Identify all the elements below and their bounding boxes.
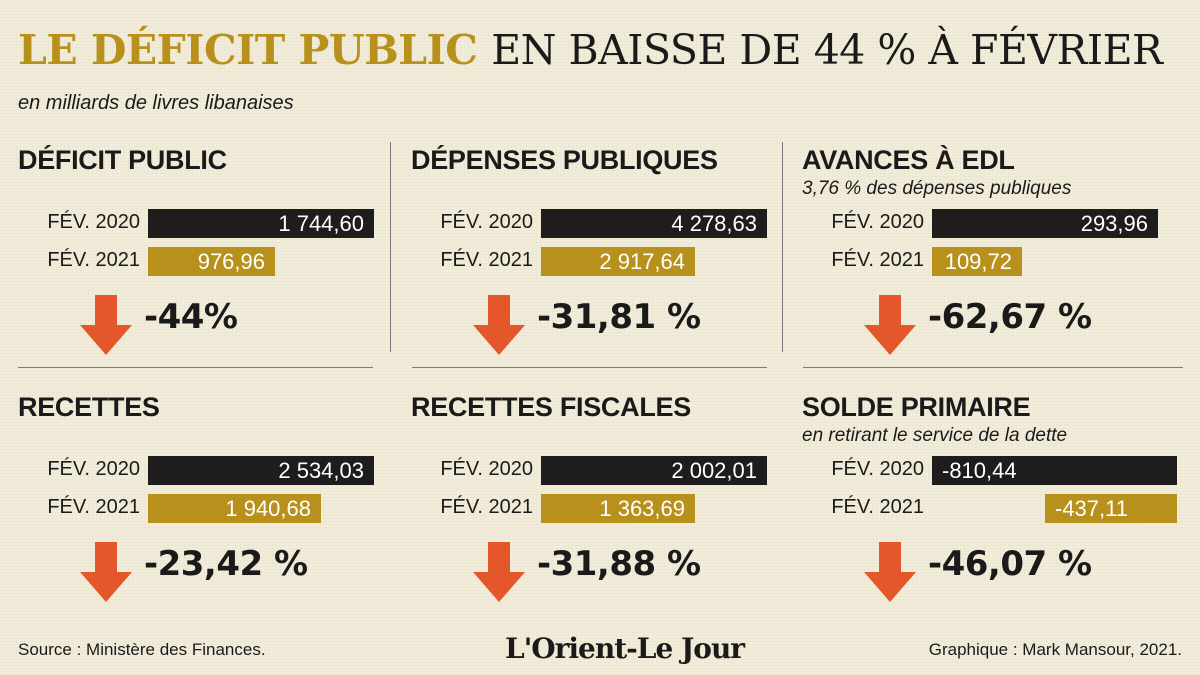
chart-panel: RECETTES FISCALES FÉV. 2020 2 002,01 FÉV. 2…	[411, 392, 801, 637]
chart-note: en retirant le service de la dette	[802, 425, 1068, 446]
data-label: 1 744,60	[278, 211, 364, 236]
bar: 976,96	[148, 247, 275, 276]
chart-title: DÉFICIT PUBLIC	[18, 145, 227, 175]
category-label: FÉV. 2020	[831, 211, 924, 233]
chart-note: 3,76 % des dépenses publiques	[802, 178, 1072, 199]
chart-title: SOLDE PRIMAIRE	[802, 392, 1031, 422]
category-label: FÉV. 2020	[831, 458, 924, 480]
bar: 293,96	[932, 209, 1158, 238]
arrow-down-icon	[80, 542, 132, 602]
arrow-down-icon	[80, 295, 132, 355]
category-label: FÉV. 2021	[831, 249, 924, 271]
change-percentage: -31,88 %	[537, 544, 701, 584]
bar: 1 744,60	[148, 209, 374, 238]
bar: 4 278,63	[541, 209, 767, 238]
data-label: 109,72	[944, 249, 1012, 274]
row-divider	[803, 367, 1183, 368]
bar: -437,11	[1045, 494, 1177, 523]
row-divider	[412, 367, 767, 368]
arrow-down-icon	[864, 542, 916, 602]
bar: 1 363,69	[541, 494, 695, 523]
data-label: 4 278,63	[671, 211, 757, 236]
newspaper-logo: L'Orient-Le Jour	[505, 632, 745, 665]
arrow-down-icon	[864, 295, 916, 355]
change-percentage: -46,07 %	[928, 544, 1092, 584]
category-label: FÉV. 2021	[440, 496, 533, 518]
chart-panel: DÉFICIT PUBLIC FÉV. 2020 1 744,60 FÉV. 2021…	[18, 145, 408, 390]
category-label: FÉV. 2021	[47, 496, 140, 518]
category-label: FÉV. 2020	[47, 211, 140, 233]
category-label: FÉV. 2021	[831, 496, 924, 518]
chart-title: RECETTES FISCALES	[411, 392, 691, 422]
bar: 2 002,01	[541, 456, 767, 485]
data-label: 976,96	[197, 249, 265, 274]
title-rest: EN BAISSE DE 44 % À FÉVRIER	[491, 26, 1163, 74]
page-title: LE DÉFICIT PUBLIC EN BAISSE DE 44 % À FÉ…	[18, 26, 1163, 74]
change-percentage: -23,42 %	[144, 544, 308, 584]
data-label: 1 940,68	[225, 496, 311, 521]
change-percentage: -44%	[144, 297, 238, 337]
chart-title: RECETTES	[18, 392, 160, 422]
bar: 2 917,64	[541, 247, 695, 276]
chart-panel: SOLDE PRIMAIRE en retirant le service de …	[802, 392, 1192, 637]
data-label: -437,11	[1055, 496, 1128, 521]
chart-title: DÉPENSES PUBLIQUES	[411, 145, 718, 175]
bar: 2 534,03	[148, 456, 374, 485]
bar: -810,44	[932, 456, 1177, 485]
data-label: -810,44	[942, 458, 1017, 483]
category-label: FÉV. 2020	[47, 458, 140, 480]
chart-panel: DÉPENSES PUBLIQUES FÉV. 2020 4 278,63 FÉV. …	[411, 145, 801, 390]
change-percentage: -62,67 %	[928, 297, 1092, 337]
column-divider	[390, 142, 391, 352]
page-subtitle: en milliards de livres libanaises	[18, 92, 294, 114]
arrow-down-icon	[473, 295, 525, 355]
source-note: Source : Ministère des Finances.	[18, 640, 266, 659]
change-percentage: -31,81 %	[537, 297, 701, 337]
data-label: 1 363,69	[599, 496, 685, 521]
category-label: FÉV. 2021	[47, 249, 140, 271]
data-label: 2 534,03	[278, 458, 364, 483]
title-highlight: LE DÉFICIT PUBLIC	[18, 26, 478, 74]
category-label: FÉV. 2020	[440, 211, 533, 233]
column-divider	[782, 142, 783, 352]
data-label: 293,96	[1080, 211, 1148, 236]
chart-panel: RECETTES FÉV. 2020 2 534,03 FÉV. 2021 1 940,…	[18, 392, 408, 637]
chart-panel: AVANCES À EDL 3,76 % des dépenses publiqu…	[802, 145, 1192, 390]
row-divider	[18, 367, 373, 368]
data-label: 2 002,01	[671, 458, 757, 483]
data-label: 2 917,64	[599, 249, 685, 274]
credit-note: Graphique : Mark Mansour, 2021.	[928, 640, 1182, 659]
category-label: FÉV. 2020	[440, 458, 533, 480]
category-label: FÉV. 2021	[440, 249, 533, 271]
chart-title: AVANCES À EDL	[802, 145, 1015, 175]
bar: 1 940,68	[148, 494, 321, 523]
arrow-down-icon	[473, 542, 525, 602]
bar: 109,72	[932, 247, 1022, 276]
